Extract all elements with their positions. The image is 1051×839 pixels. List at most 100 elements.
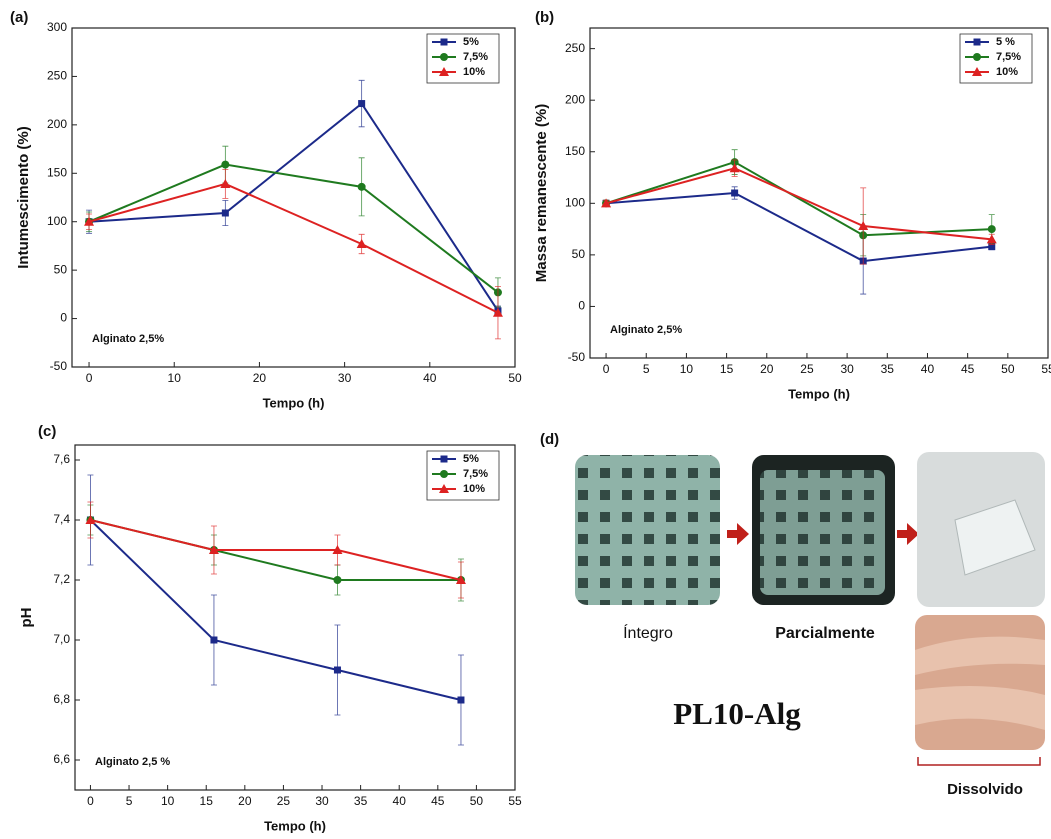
x-tick-label: 5	[126, 794, 133, 808]
legend-label: 10%	[996, 66, 1018, 78]
y-tick-label: 0	[578, 299, 585, 313]
marker	[973, 38, 981, 46]
annotation: Alginato 2,5 %	[95, 756, 170, 768]
legend-label: 10%	[463, 66, 485, 78]
x-tick-label: 15	[720, 362, 734, 376]
x-tick-label: 55	[508, 794, 522, 808]
series-line	[89, 519, 462, 701]
marker	[440, 38, 448, 46]
marker	[457, 696, 465, 704]
marker	[208, 545, 219, 554]
panel-label: (c)	[38, 423, 56, 440]
y-tick-label: 50	[572, 247, 586, 261]
marker	[601, 198, 612, 208]
marker	[440, 470, 448, 478]
y-tick-label: 7,2	[53, 572, 70, 586]
x-axis-label: Tempo (h)	[264, 818, 326, 833]
marker	[358, 100, 366, 108]
marker	[357, 182, 366, 191]
y-tick-label: -50	[50, 359, 68, 373]
y-tick-label: 200	[47, 117, 67, 131]
y-tick-label: 200	[565, 92, 585, 106]
bracket	[917, 757, 1041, 766]
y-tick-label: 7,6	[53, 452, 70, 466]
y-tick-label: 150	[47, 165, 67, 179]
legend-label: 7,5%	[463, 468, 488, 480]
x-tick-label: 10	[680, 362, 694, 376]
panel-label: (d)	[540, 431, 559, 448]
x-tick-label: 30	[338, 371, 352, 385]
y-axis-label: pH	[18, 608, 35, 628]
arrow	[897, 523, 919, 545]
marker	[356, 238, 367, 248]
x-tick-label: 50	[508, 371, 522, 385]
y-tick-label: 7,0	[53, 632, 70, 646]
marker	[440, 455, 448, 463]
y-tick-label: 7,4	[53, 512, 70, 526]
x-tick-label: 45	[431, 794, 445, 808]
y-tick-label: 6,8	[53, 692, 70, 706]
plot-frame	[71, 27, 516, 368]
x-tick-label: 40	[423, 371, 437, 385]
marker	[221, 209, 229, 217]
annotation: Alginato 2,5%	[92, 333, 164, 345]
photo-partial	[760, 470, 885, 595]
caption: Íntegro	[623, 623, 673, 642]
marker	[858, 221, 869, 230]
x-tick-label: 50	[470, 794, 484, 808]
x-tick-label: 30	[315, 794, 329, 808]
y-tick-label: 6,6	[53, 752, 70, 766]
photo-finger	[915, 615, 1045, 750]
plot-frame	[589, 27, 1049, 359]
y-axis-label: Massa remanescente (%)	[533, 104, 550, 282]
panel-label: (b)	[535, 9, 554, 26]
photo-title: PL10-Alg	[673, 696, 801, 731]
x-tick-label: 5	[643, 362, 650, 376]
x-tick-label: 10	[168, 371, 182, 385]
fingers	[915, 636, 1045, 730]
marker	[85, 515, 96, 524]
marker	[333, 576, 342, 584]
plot-frame	[74, 444, 516, 791]
marker	[455, 575, 466, 584]
marker	[439, 484, 449, 493]
photo-intact	[575, 455, 720, 605]
legend-label: 5%	[463, 36, 479, 48]
series-line	[605, 167, 992, 241]
marker	[729, 163, 740, 173]
y-tick-label: -50	[568, 350, 586, 364]
legend-label: 5%	[463, 453, 479, 465]
series-line	[90, 519, 462, 581]
marker	[220, 178, 231, 188]
x-tick-label: 0	[87, 794, 94, 808]
series-line	[88, 163, 499, 294]
tube	[954, 499, 1036, 576]
x-tick-label: 30	[840, 362, 854, 376]
annotation: Alginato 2,5%	[610, 324, 682, 336]
x-tick-label: 20	[253, 371, 267, 385]
legend-label: 5 %	[996, 36, 1015, 48]
y-tick-label: 250	[565, 41, 585, 55]
y-tick-label: 100	[47, 214, 67, 228]
legend-label: 7,5%	[463, 51, 488, 63]
x-tick-label: 10	[161, 794, 175, 808]
caption: Parcialmente	[775, 625, 875, 642]
x-axis-label: Tempo (h)	[788, 386, 850, 401]
marker	[492, 307, 503, 317]
x-tick-label: 15	[200, 794, 214, 808]
marker	[440, 53, 448, 61]
x-tick-label: 50	[1001, 362, 1015, 376]
y-tick-label: 250	[47, 69, 67, 83]
y-axis-label: Intumescimento (%)	[15, 126, 32, 269]
y-tick-label: 100	[565, 195, 585, 209]
marker	[731, 189, 739, 197]
caption: Dissolvido	[947, 781, 1023, 798]
x-tick-label: 0	[603, 362, 610, 376]
y-tick-label: 50	[54, 262, 68, 276]
x-tick-label: 20	[760, 362, 774, 376]
marker	[439, 67, 449, 76]
marker	[221, 160, 230, 169]
series-line	[88, 102, 499, 312]
